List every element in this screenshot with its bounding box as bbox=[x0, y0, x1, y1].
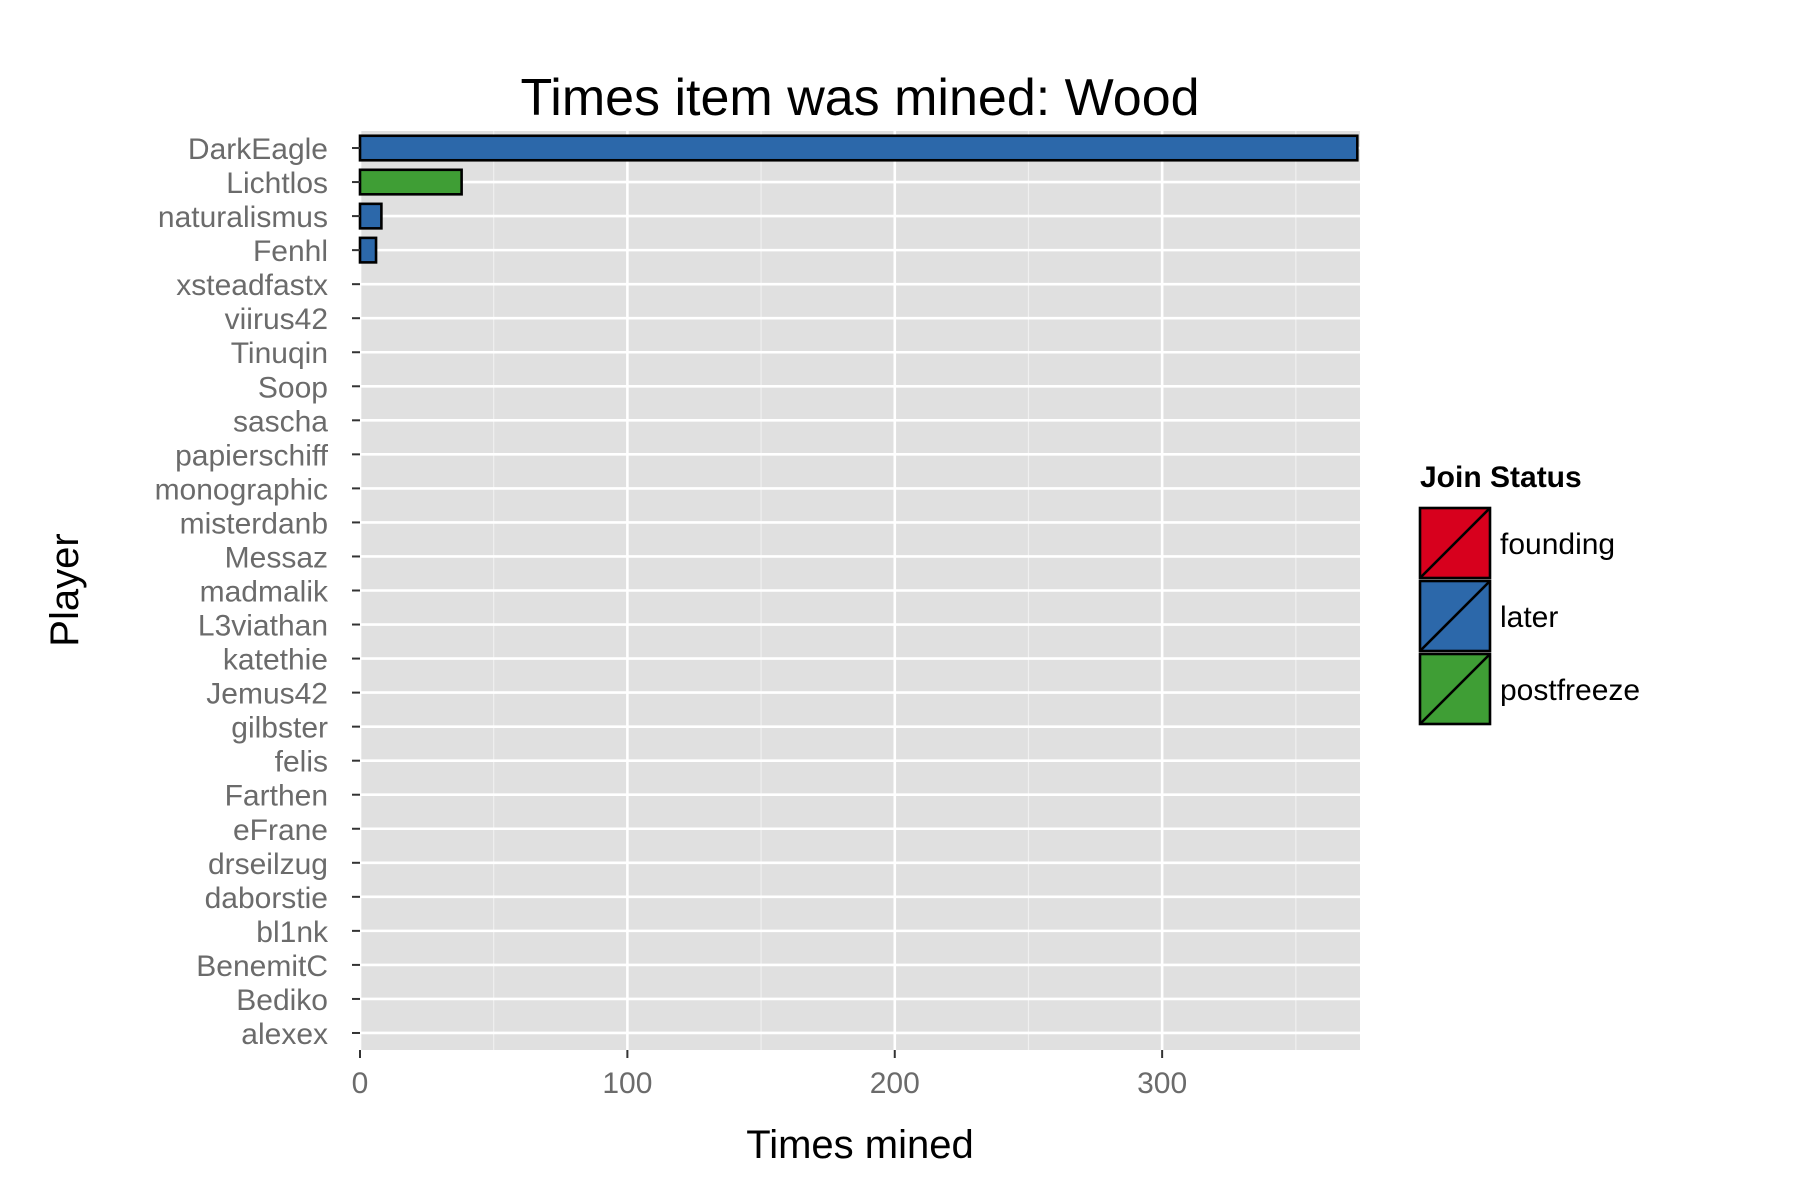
y-tick-label: madmalik bbox=[200, 576, 329, 609]
chart-title: Times item was mined: Wood bbox=[520, 69, 1199, 127]
x-tick-label: 300 bbox=[1137, 1067, 1187, 1100]
y-tick-label: Lichtlos bbox=[226, 167, 328, 200]
x-tick-label: 0 bbox=[352, 1067, 369, 1100]
y-tick-label: gilbster bbox=[231, 712, 328, 745]
y-tick-label: monographic bbox=[155, 473, 328, 506]
y-tick-label: Fenhl bbox=[253, 235, 328, 268]
y-tick-label: xsteadfastx bbox=[176, 269, 328, 302]
x-tick-label: 100 bbox=[602, 1067, 652, 1100]
bar-DarkEagle bbox=[358, 134, 1359, 162]
y-tick-label: bl1nk bbox=[256, 916, 329, 949]
y-tick-label: L3viathan bbox=[198, 610, 328, 643]
y-tick-label: Bediko bbox=[236, 984, 328, 1017]
y-tick-label: Jemus42 bbox=[206, 678, 328, 711]
y-axis: DarkEagleLichtlosnaturalismusFenhlxstead… bbox=[155, 133, 360, 1051]
y-tick-label: viirus42 bbox=[225, 303, 328, 336]
y-tick-label: drseilzug bbox=[208, 848, 328, 881]
bar-naturalismus bbox=[358, 202, 383, 230]
legend-key-slash bbox=[1419, 580, 1491, 652]
y-tick-label: papierschiff bbox=[175, 439, 329, 472]
legend: Join Status founding later postfreeze bbox=[1418, 461, 1640, 726]
y-tick-label: BenemitC bbox=[196, 950, 328, 983]
x-tick-label: 200 bbox=[870, 1067, 920, 1100]
y-tick-label: Soop bbox=[258, 371, 328, 404]
legend-key-slash bbox=[1419, 507, 1491, 579]
x-axis-title: Times mined bbox=[746, 1123, 973, 1167]
y-tick-label: Farthen bbox=[225, 780, 328, 813]
legend-label-postfreeze: postfreeze bbox=[1500, 674, 1640, 707]
y-axis-title: Player bbox=[43, 533, 87, 646]
y-tick-label: misterdanb bbox=[180, 507, 328, 540]
y-tick-label: eFrane bbox=[233, 814, 328, 847]
y-tick-label: sascha bbox=[233, 405, 328, 438]
legend-key-slash bbox=[1419, 653, 1491, 725]
bar-Fenhl bbox=[358, 236, 378, 264]
x-axis: 0 100 200 300 bbox=[352, 1050, 1187, 1100]
y-tick-label: naturalismus bbox=[158, 201, 328, 234]
y-tick-label: felis bbox=[275, 746, 328, 779]
legend-title: Join Status bbox=[1420, 461, 1582, 494]
bar-Lichtlos bbox=[358, 168, 463, 196]
y-tick-label: daborstie bbox=[205, 882, 328, 915]
legend-label-founding: founding bbox=[1500, 528, 1615, 561]
y-tick-label: katethie bbox=[223, 644, 328, 677]
y-tick-label: Tinuqin bbox=[231, 337, 328, 370]
y-tick-label: alexex bbox=[241, 1018, 328, 1051]
y-tick-label: Messaz bbox=[225, 541, 328, 574]
legend-label-later: later bbox=[1500, 601, 1558, 634]
y-tick-label: DarkEagle bbox=[188, 133, 328, 166]
